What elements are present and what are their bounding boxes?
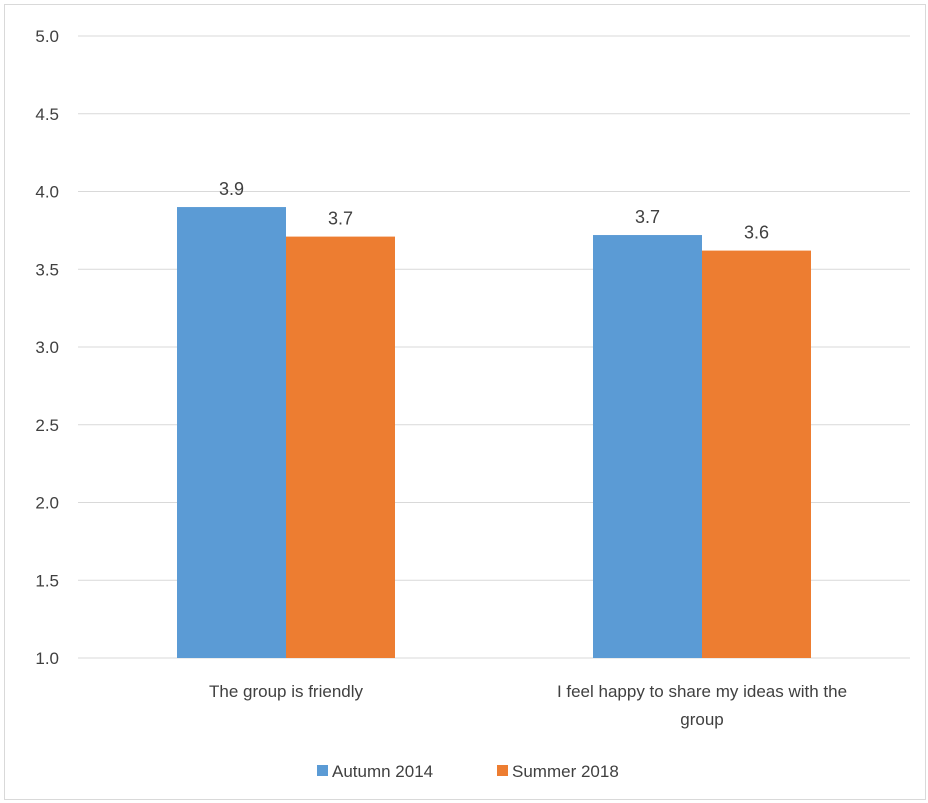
y-tick-label: 1.5 xyxy=(35,571,59,590)
data-label: 3.7 xyxy=(328,209,353,229)
bar-autumn-2014-1 xyxy=(177,207,286,659)
y-tick-label: 5.0 xyxy=(35,27,59,46)
bar-summer-2018-2 xyxy=(702,250,811,658)
x-axis-category-labels: The group is friendly I feel happy to sha… xyxy=(209,682,847,729)
y-tick-label: 2.0 xyxy=(35,494,59,513)
data-labels: 3.9 3.7 3.7 3.6 xyxy=(219,179,769,243)
category-label: The group is friendly xyxy=(209,682,364,701)
bars xyxy=(177,207,811,659)
legend-swatch xyxy=(317,765,328,776)
legend-label: Summer 2018 xyxy=(512,762,619,781)
y-tick-label: 4.5 xyxy=(35,105,59,124)
y-axis-tick-labels: 1.0 1.5 2.0 2.5 3.0 3.5 4.0 4.5 5.0 xyxy=(35,27,59,668)
legend-swatch xyxy=(497,765,508,776)
y-tick-label: 4.0 xyxy=(35,183,59,202)
data-label: 3.7 xyxy=(635,207,660,227)
data-label: 3.9 xyxy=(219,179,244,199)
category-label: group xyxy=(680,710,723,729)
data-label: 3.6 xyxy=(744,223,769,243)
legend-label: Autumn 2014 xyxy=(332,762,433,781)
y-tick-label: 3.5 xyxy=(35,260,59,279)
y-tick-label: 2.5 xyxy=(35,416,59,435)
bar-autumn-2014-2 xyxy=(593,235,702,659)
legend: Autumn 2014 Summer 2018 xyxy=(317,762,619,781)
y-tick-label: 3.0 xyxy=(35,338,59,357)
category-label: I feel happy to share my ideas with the xyxy=(557,682,847,701)
y-tick-label: 1.0 xyxy=(35,649,59,668)
bar-summer-2018-1 xyxy=(286,236,395,658)
